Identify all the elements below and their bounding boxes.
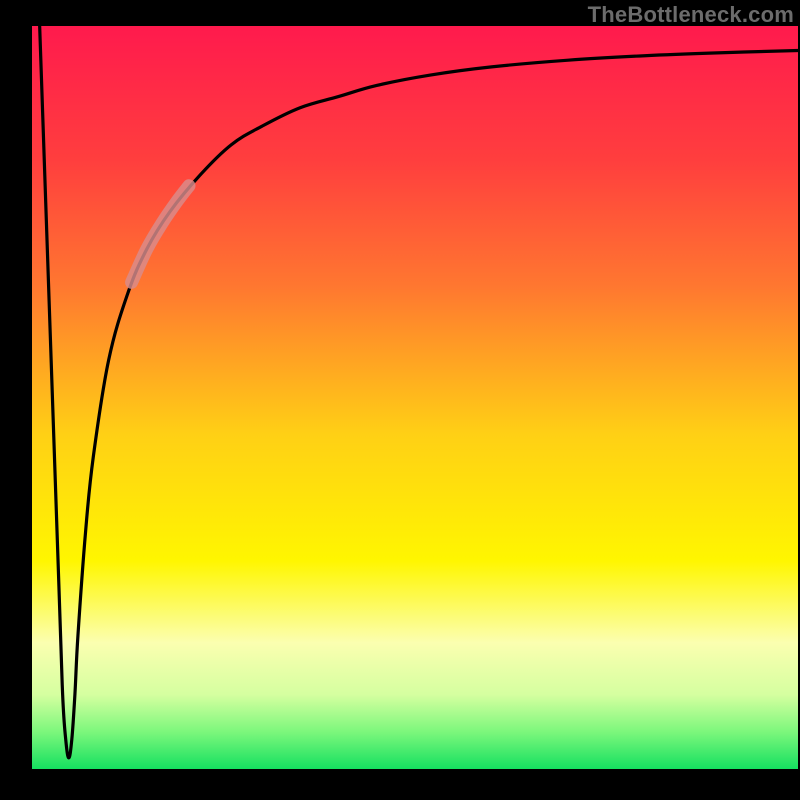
- bottleneck-chart-svg: [0, 0, 800, 800]
- chart-container: TheBottleneck.com: [0, 0, 800, 800]
- plot-background: [32, 26, 798, 769]
